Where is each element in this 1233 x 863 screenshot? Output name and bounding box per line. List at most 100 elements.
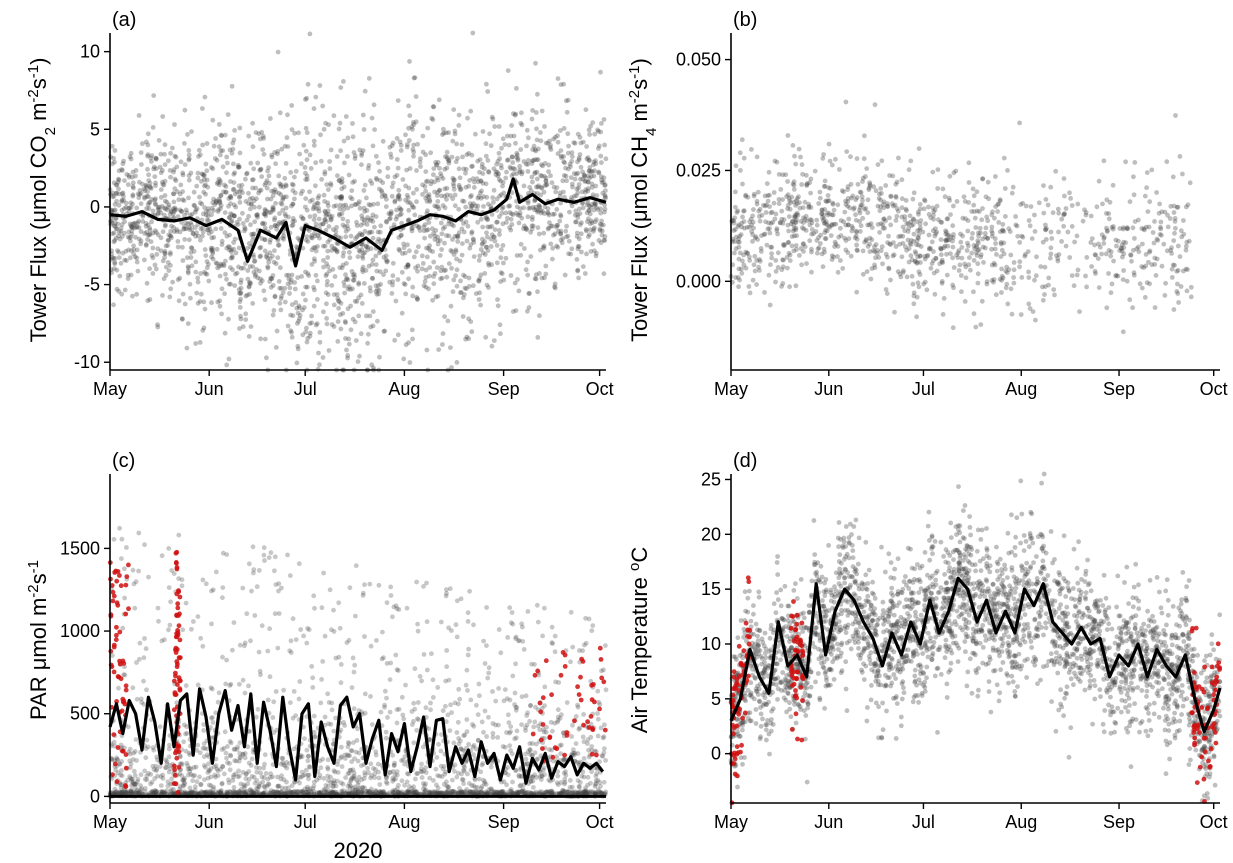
data-point [1002, 186, 1008, 191]
data-point [1176, 300, 1181, 305]
data-point [584, 251, 589, 257]
data-point [478, 272, 484, 278]
data-point [821, 183, 827, 189]
data-point [396, 187, 402, 193]
data-point [1153, 273, 1159, 278]
data-point [364, 313, 369, 319]
data-point [219, 242, 225, 247]
data-point [222, 291, 228, 297]
data-point [201, 173, 207, 179]
data-point [778, 187, 784, 192]
data-point [951, 265, 957, 270]
data-point [477, 276, 483, 282]
data-point [827, 158, 833, 164]
data-point [1005, 301, 1011, 307]
data-point [388, 211, 394, 216]
data-point [277, 265, 283, 271]
data-point [342, 160, 347, 166]
data-point [218, 193, 224, 199]
data-point [842, 209, 848, 215]
data-point [170, 145, 175, 151]
data-point [411, 190, 416, 196]
data-point [940, 186, 946, 192]
data-point [531, 724, 537, 730]
data-point [838, 225, 843, 231]
data-point [111, 180, 117, 186]
data-point [427, 265, 433, 270]
data-point [535, 225, 541, 231]
data-point [373, 262, 379, 267]
data-point [285, 112, 290, 118]
data-point [149, 159, 154, 164]
data-point [599, 232, 605, 238]
data-point [1084, 284, 1089, 290]
data-point [572, 212, 578, 218]
data-point [508, 216, 514, 222]
data-point [565, 97, 571, 103]
data-point [231, 171, 237, 177]
data-point [309, 262, 315, 267]
data-point [548, 143, 553, 148]
data-point [903, 244, 908, 250]
data-point [745, 250, 750, 256]
data-point [137, 640, 143, 646]
data-point [275, 151, 280, 157]
data-point [602, 746, 607, 751]
data-point [423, 179, 429, 185]
data-point [204, 227, 210, 233]
data-point [120, 250, 126, 256]
data-point [600, 222, 606, 228]
data-point [351, 277, 357, 283]
data-point [413, 119, 419, 125]
data-point [1043, 237, 1049, 242]
data-point [569, 154, 575, 160]
data-point [499, 210, 505, 216]
data-point [294, 305, 300, 311]
y-tick-label: 0.050 [676, 50, 721, 70]
data-point [455, 233, 461, 239]
data-point [187, 227, 193, 232]
data-point [424, 254, 430, 260]
data-point [113, 190, 119, 196]
data-point [772, 216, 778, 222]
data-point [172, 207, 178, 213]
data-point [495, 158, 501, 164]
data-point [242, 228, 247, 234]
data-point [218, 152, 223, 158]
data-point [220, 148, 226, 154]
data-point [196, 154, 201, 159]
data-point [360, 112, 366, 118]
data-point [521, 183, 527, 189]
data-point [878, 186, 884, 191]
data-point [938, 237, 944, 243]
data-point [331, 607, 336, 613]
data-point [178, 159, 184, 165]
data-point [451, 183, 457, 189]
data-point [232, 213, 237, 219]
data-point [120, 625, 126, 631]
data-point [490, 116, 496, 122]
data-point [464, 238, 470, 244]
data-point [1000, 228, 1006, 234]
data-point [542, 183, 548, 188]
data-point [247, 264, 253, 269]
data-point [888, 277, 893, 283]
data-point [138, 238, 144, 244]
data-point [265, 255, 270, 261]
data-point [414, 199, 419, 205]
data-point [911, 293, 917, 299]
data-point [288, 280, 294, 285]
data-point [335, 173, 340, 179]
data-point [424, 245, 429, 251]
data-point [212, 202, 218, 208]
data-point [180, 258, 186, 263]
data-point [117, 273, 123, 279]
data-point [1130, 305, 1135, 311]
data-point [486, 665, 492, 671]
data-point [1077, 309, 1082, 314]
data-point [289, 272, 295, 278]
data-point [518, 252, 524, 258]
data-point [526, 291, 532, 296]
data-point [426, 220, 432, 226]
